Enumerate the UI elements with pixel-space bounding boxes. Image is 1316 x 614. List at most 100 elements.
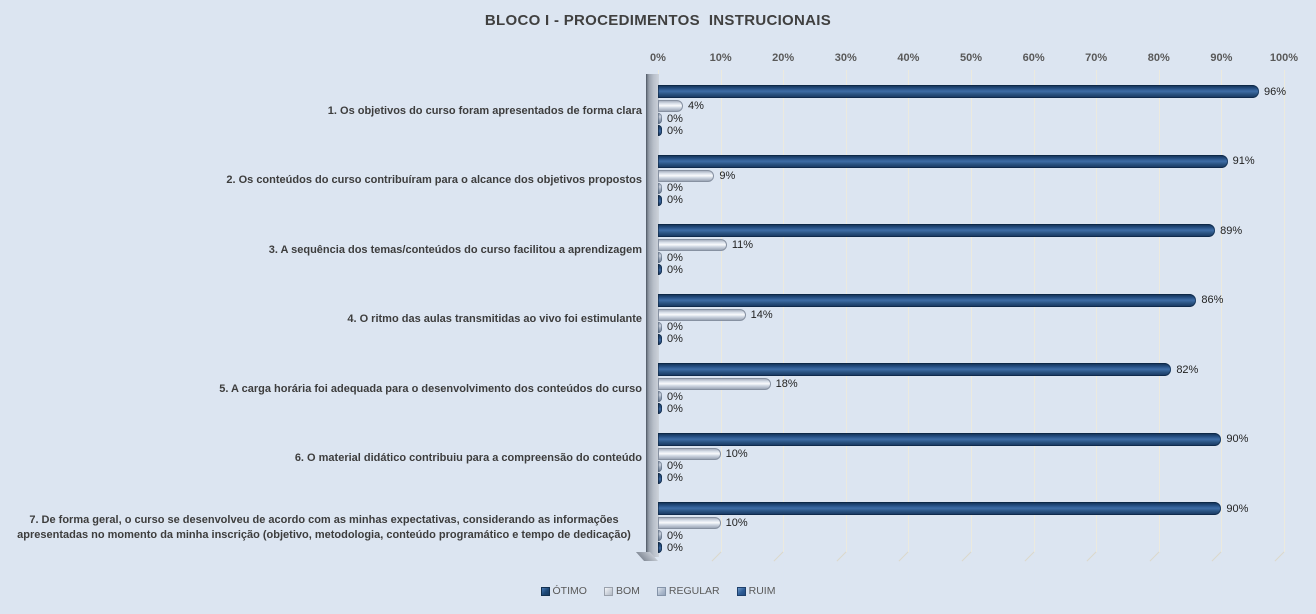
data-label: 10% xyxy=(725,447,748,460)
data-label: 0% xyxy=(667,112,683,125)
category-label: 4. O ritmo das aulas transmitidas ao viv… xyxy=(6,293,642,347)
category-label: 1. Os objetivos do curso foram apresenta… xyxy=(6,84,642,138)
legend-label: REGULAR xyxy=(668,585,720,597)
gridline-floor-flick xyxy=(1274,551,1285,562)
gridline xyxy=(773,70,785,562)
legend-label: BOM xyxy=(615,585,640,597)
gridline xyxy=(1274,70,1285,562)
chart-title: BLOCO I - PROCEDIMENTOS INSTRUCIONAIS xyxy=(484,12,832,29)
legend-swatch-bom-icon xyxy=(603,586,613,596)
bar-ruim xyxy=(658,333,662,345)
category-label: 2. Os conteúdos do curso contribuíram pa… xyxy=(6,154,642,208)
data-label: 9% xyxy=(719,169,736,182)
x-axis-tick: 0% xyxy=(650,52,666,64)
category-label: 7. De forma geral, o curso se desenvolve… xyxy=(6,501,642,555)
legend-swatch-ruim-icon xyxy=(736,586,746,596)
bar-bom xyxy=(658,239,727,251)
gridline-floor-flick xyxy=(773,551,784,562)
data-label: 0% xyxy=(667,321,683,333)
category-label-text: 3. A sequência dos temas/conteúdos do cu… xyxy=(268,243,642,256)
gridline xyxy=(1211,70,1223,562)
bar-bom xyxy=(658,447,721,460)
gridline xyxy=(1024,70,1035,562)
x-axis-tick: 30% xyxy=(834,52,857,64)
bar-bom xyxy=(658,378,771,390)
gridline xyxy=(961,70,972,562)
gridline xyxy=(1086,70,1098,562)
data-label: 18% xyxy=(775,378,798,390)
category-label-text: 7. De forma geral, o curso se desenvolve… xyxy=(17,514,631,541)
legend-item-regular: REGULAR xyxy=(656,585,720,597)
bar-otimo xyxy=(658,293,1197,307)
x-axis-tick: 90% xyxy=(1210,52,1233,64)
bar-ruim xyxy=(658,472,662,484)
bar-bom xyxy=(658,100,684,112)
bar-ruim xyxy=(658,403,662,414)
x-axis-tick: 50% xyxy=(959,52,983,64)
data-label: 90% xyxy=(1226,433,1249,445)
data-label: 91% xyxy=(1232,155,1255,167)
data-label: 0% xyxy=(667,263,683,276)
bar-bom xyxy=(658,169,715,182)
legend-swatch-otimo-icon xyxy=(540,586,550,596)
x-axis-tick: 10% xyxy=(709,52,732,64)
data-label: 0% xyxy=(667,390,683,403)
legend: ÓTIMO BOM REGULAR RUIM xyxy=(0,585,1316,597)
x-axis-tick: 70% xyxy=(1085,52,1108,64)
bar-otimo xyxy=(658,154,1228,168)
bar-ruim xyxy=(658,542,662,553)
category-label: 5. A carga horária foi adequada para o d… xyxy=(6,362,642,416)
category-label-text: 4. O ritmo das aulas transmitidas ao viv… xyxy=(347,313,642,326)
x-axis-tick: 100% xyxy=(1269,52,1299,64)
bar-regular xyxy=(658,182,662,194)
data-label: 0% xyxy=(667,182,683,194)
gridline-floor-flick xyxy=(1024,551,1035,562)
gridline xyxy=(1149,70,1160,562)
category-label-text: 1. Os objetivos do curso foram apresenta… xyxy=(327,104,642,117)
category-label: 6. O material didático contribuiu para a… xyxy=(6,432,642,486)
data-label: 0% xyxy=(667,194,683,206)
x-axis-tick: 80% xyxy=(1147,52,1170,64)
gridline-floor-flick xyxy=(1149,551,1160,562)
category-label-text: 6. O material didático contribuiu para a… xyxy=(294,452,642,465)
bar-regular xyxy=(658,530,662,541)
bar-bom xyxy=(658,517,721,529)
category-label: 3. A sequência dos temas/conteúdos do cu… xyxy=(6,223,642,277)
category-label-text: 5. A carga horária foi adequada para o d… xyxy=(219,382,642,395)
data-label: 0% xyxy=(667,124,683,137)
gridline-floor-flick xyxy=(898,551,909,562)
bar-otimo xyxy=(658,502,1222,515)
data-label: 4% xyxy=(688,100,704,112)
axis-wall xyxy=(646,74,659,557)
bar-regular xyxy=(658,321,662,333)
legend-label: RUIM xyxy=(748,585,776,597)
bar-regular xyxy=(658,460,662,472)
gridline-floor-flick xyxy=(711,551,722,562)
gridline-floor-flick xyxy=(1086,551,1097,562)
data-label: 0% xyxy=(667,541,683,554)
bar-regular xyxy=(658,391,662,402)
data-label: 0% xyxy=(667,529,683,542)
gridline-floor-flick xyxy=(1211,551,1222,562)
bar-otimo xyxy=(658,363,1172,376)
legend-swatch-regular-icon xyxy=(656,586,666,596)
bar-regular xyxy=(658,252,662,263)
data-label: 14% xyxy=(750,308,773,321)
legend-item-ruim: RUIM xyxy=(736,585,776,597)
data-label: 86% xyxy=(1201,294,1224,306)
data-label: 89% xyxy=(1220,224,1243,237)
data-label: 90% xyxy=(1226,502,1249,515)
gridline xyxy=(898,70,910,562)
gridline-floor-flick xyxy=(836,551,847,562)
bar-bom xyxy=(658,308,746,321)
data-label: 11% xyxy=(731,239,754,251)
data-label: 0% xyxy=(667,460,683,472)
data-label: 0% xyxy=(667,333,683,345)
data-label: 10% xyxy=(725,517,748,529)
bar-ruim xyxy=(658,264,662,275)
legend-item-otimo: ÓTIMO xyxy=(540,585,587,597)
bar-ruim xyxy=(658,194,662,206)
category-label-text: 2. Os conteúdos do curso contribuíram pa… xyxy=(226,174,642,187)
x-axis-tick: 60% xyxy=(1022,52,1045,64)
